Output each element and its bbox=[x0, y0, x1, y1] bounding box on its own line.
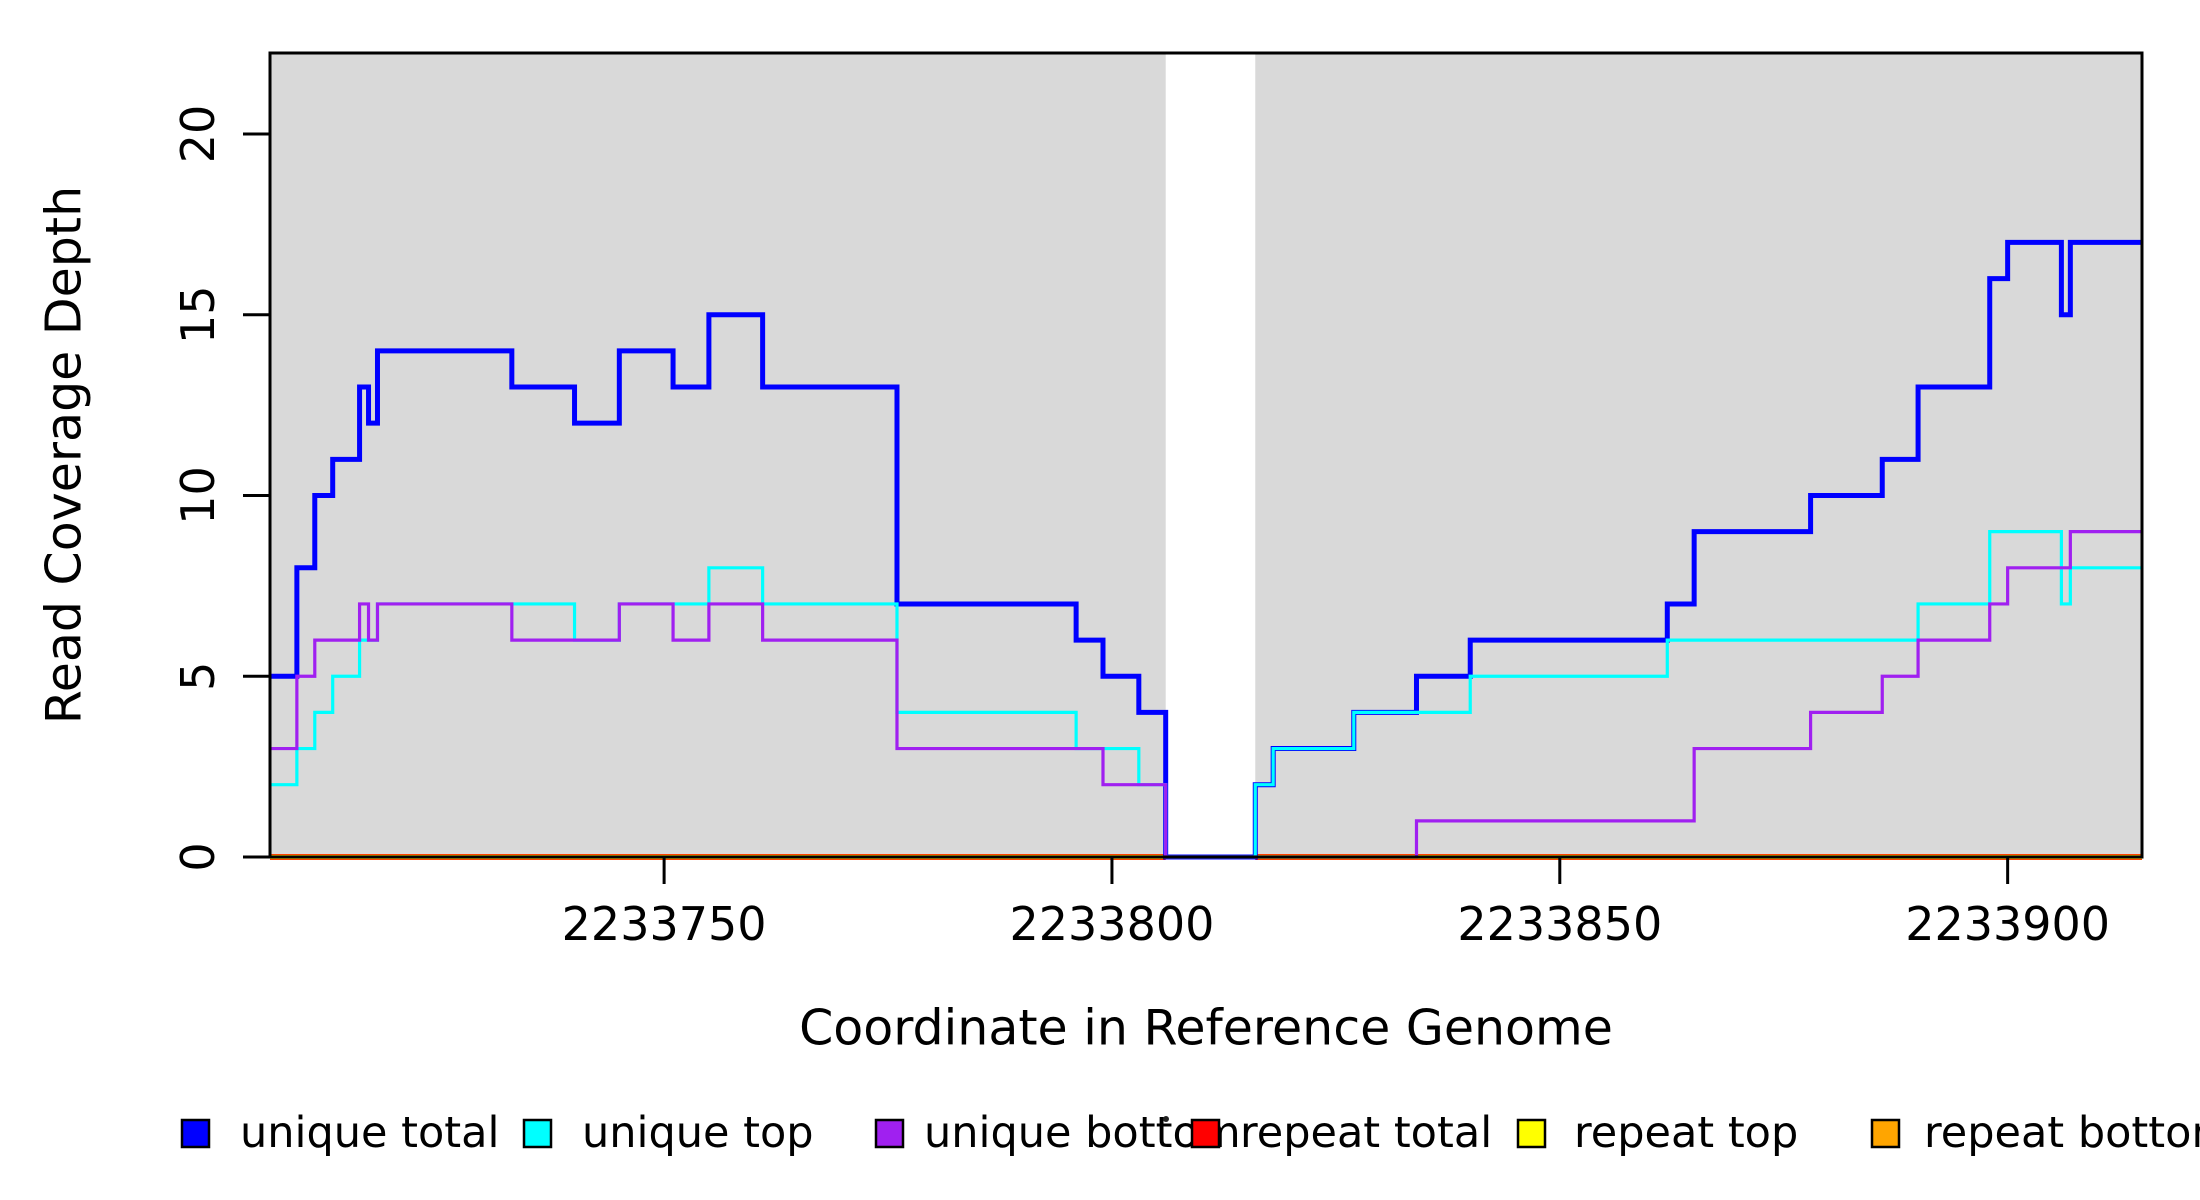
legend-swatch-repeat-bottom bbox=[1870, 1118, 1901, 1149]
legend-label-unique-top: unique top bbox=[582, 1108, 814, 1158]
series-line-unique-bottom bbox=[270, 530, 2142, 859]
plot-shaded-region bbox=[270, 53, 1166, 857]
legend-swatch-repeat-total bbox=[1190, 1118, 1221, 1149]
plot-box bbox=[268, 51, 2144, 859]
x-tick-label: 2233900 bbox=[1905, 897, 2110, 951]
axis-tick-labels: 2233750 2233800 2233850 2233900 0 5 10 15 20 bbox=[171, 105, 2110, 951]
x-axis-title: Coordinate in Reference Genome bbox=[799, 1000, 1613, 1057]
y-tick-label: 0 bbox=[171, 842, 225, 871]
axis-ticks bbox=[243, 132, 2010, 884]
legend-swatch-unique-top bbox=[522, 1118, 553, 1149]
legend-swatch-unique-bottom bbox=[874, 1118, 905, 1149]
y-tick-label: 20 bbox=[171, 105, 225, 164]
legend-item-unique-total: unique total bbox=[180, 1108, 499, 1158]
legend: unique total unique top unique bottom repea… bbox=[180, 1108, 2200, 1158]
legend-swatch-unique-total bbox=[180, 1118, 211, 1149]
legend-label-repeat-total: repeat total bbox=[1240, 1108, 1492, 1158]
legend-item-unique-bottom: unique bottom bbox=[874, 1108, 1241, 1158]
series-line-unique-top bbox=[270, 530, 2142, 859]
x-tick-label: 2233800 bbox=[1010, 897, 1215, 951]
legend-label-repeat-bottom: repeat bottom bbox=[1924, 1108, 2200, 1158]
legend-label-repeat-top: repeat top bbox=[1574, 1108, 1798, 1158]
y-axis-title: Read Coverage Depth bbox=[36, 186, 93, 724]
y-tick-label: 10 bbox=[171, 466, 225, 525]
x-tick-label: 2233850 bbox=[1457, 897, 1662, 951]
plot-shaded-region bbox=[1255, 53, 2142, 857]
y-tick-label: 5 bbox=[171, 662, 225, 691]
plot-shaded-background bbox=[270, 53, 2142, 857]
legend-item-repeat-top: repeat top bbox=[1516, 1108, 1798, 1158]
legend-label-unique-total: unique total bbox=[240, 1108, 499, 1158]
plot-border bbox=[268, 51, 2144, 859]
legend-swatch-repeat-top bbox=[1516, 1118, 1547, 1149]
legend-item-repeat-bottom: repeat bottom bbox=[1870, 1108, 2200, 1158]
legend-label-unique-bottom: unique bottom bbox=[924, 1108, 1241, 1158]
legend-item-unique-top: unique top bbox=[522, 1108, 814, 1158]
y-tick-label: 15 bbox=[171, 285, 225, 344]
legend-separator-dot bbox=[1163, 1116, 1169, 1122]
x-tick-label: 2233750 bbox=[562, 897, 767, 951]
legend-item-repeat-total: repeat total bbox=[1190, 1108, 1492, 1158]
series-line-unique-total bbox=[270, 239, 2142, 860]
